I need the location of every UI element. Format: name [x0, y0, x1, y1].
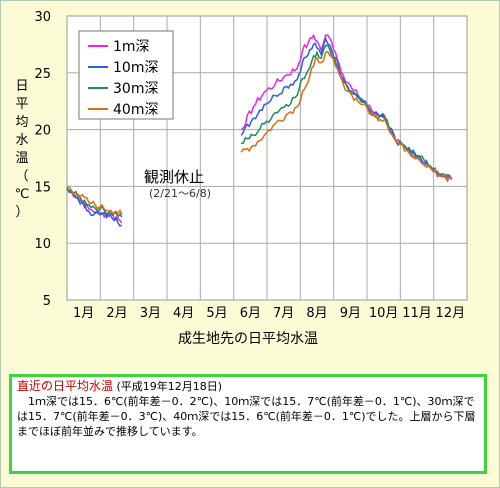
y-axis-label-char: 水: [15, 133, 28, 148]
x-tick-label: 8月: [306, 306, 327, 321]
legend-label: 40m深: [113, 102, 158, 118]
notice-date: (平成19年12月18日): [116, 380, 223, 393]
y-axis-label: 日平均水温 （ ℃ ）: [15, 79, 30, 220]
x-tick-label: 1月: [73, 306, 94, 321]
x-tick-label: 2月: [106, 306, 127, 321]
series-line: [240, 36, 453, 179]
notice-heading: 直近の日平均水温: [17, 379, 114, 393]
x-tick-label: 3月: [140, 306, 161, 321]
y-axis-label-char: （: [15, 169, 28, 184]
x-tick-labels: 1月 2月 3月 4月 5月 6月 7月 8月 9月 10月 11月 12月: [73, 306, 465, 321]
x-tick-label: 4月: [173, 306, 194, 321]
series-line: [66, 185, 123, 216]
y-axis-label-char: ℃: [15, 187, 30, 202]
y-axis-label-char: 温: [15, 151, 28, 166]
notice-body: 1ｍ深では15．6℃(前年差－0．2℃)、10ｍ深では15．7℃(前年差－0．1…: [17, 395, 476, 438]
legend: 1m深 10m深 30m深 40m深: [78, 30, 174, 120]
x-tick-label: 12月: [436, 306, 466, 321]
y-tick-label: 5: [43, 294, 51, 309]
series-lines: [66, 33, 453, 227]
x-tick-label: 10月: [369, 306, 399, 321]
y-tick-label: 30: [34, 10, 51, 25]
latest-temperature-notice: 直近の日平均水温 (平成19年12月18日) 1ｍ深では15．6℃(前年差－0．…: [9, 374, 487, 474]
y-tick-label: 15: [34, 180, 51, 195]
y-axis-label-char: 均: [15, 115, 28, 130]
legend-label: 30m深: [113, 81, 158, 97]
annotation-range: (2/21～6/8): [149, 187, 211, 200]
x-tick-label: 5月: [206, 306, 227, 321]
y-tick-label: 20: [34, 124, 51, 139]
x-axis-label: 成生地先の日平均水温: [178, 331, 318, 347]
y-tick-labels: 5 10 15 20 25 30: [34, 10, 51, 309]
y-axis-label-char: 日: [15, 79, 28, 94]
x-tick-label: 9月: [340, 306, 361, 321]
y-axis-label-char: ）: [15, 205, 28, 220]
x-tick-label: 6月: [240, 306, 261, 321]
legend-label: 1m深: [113, 39, 150, 55]
y-tick-label: 10: [34, 237, 51, 252]
y-axis-label-char: 平: [15, 97, 28, 112]
series-line: [66, 188, 123, 227]
annotation-title: 観測休止: [144, 168, 204, 186]
x-tick-label: 11月: [402, 306, 432, 321]
legend-label: 10m深: [113, 60, 158, 76]
series-line: [240, 50, 453, 181]
y-tick-label: 25: [34, 67, 51, 82]
x-tick-label: 7月: [273, 306, 294, 321]
